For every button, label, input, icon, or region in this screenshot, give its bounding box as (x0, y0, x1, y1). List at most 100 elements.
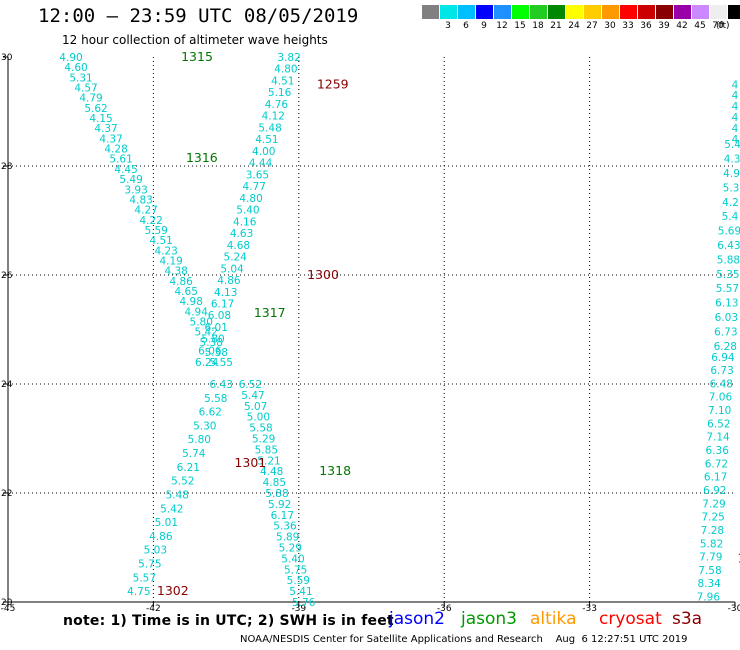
wave-height-value: 4.16 (233, 216, 257, 228)
wave-height-value: 5.01 (155, 517, 178, 529)
wave-height-value: 6.08 (208, 310, 231, 322)
color-swatch (458, 5, 475, 19)
wave-height-value: 5.35 (716, 269, 739, 281)
wave-height-value: 4.63 (230, 228, 253, 240)
wave-height-value: 4.98 (180, 296, 203, 308)
wave-height-value: 3.82 (277, 52, 300, 64)
wave-height-value: 4.80 (274, 64, 297, 76)
color-swatch (476, 5, 493, 19)
pass-time-label: 1259 (317, 76, 349, 91)
wave-height-values: 4.904.605.314.574.795.624.154.374.374.28… (59, 52, 740, 609)
wave-height-value: 5.89 (276, 532, 299, 544)
wave-height-value: 5.4 (724, 139, 740, 151)
x-tick-label: -36 (437, 604, 452, 614)
color-swatch (674, 5, 691, 19)
wave-height-value: 4.57 (74, 83, 97, 95)
wave-height-value: 6.52 (707, 418, 730, 430)
wave-height-value: 5.82 (700, 538, 723, 550)
color-swatch (584, 5, 601, 19)
pass-time-labels: 1315 1316 1317 1318 1259 1300 1301 1302 1 (157, 49, 740, 598)
wave-height-value: 4.23 (154, 245, 177, 257)
plot-grid (8, 57, 735, 602)
wave-height-value: 6.13 (715, 298, 738, 310)
color-swatch-label: 27 (586, 21, 598, 31)
wave-height-value: 4.2 (722, 197, 739, 209)
pass-time-label: 1302 (157, 583, 189, 598)
wave-height-value: 6.17 (271, 510, 294, 522)
wave-height-value: 5.31 (69, 72, 92, 84)
wave-height-value: 4 (732, 134, 739, 146)
x-tick-label: -39 (291, 604, 306, 614)
color-swatch-label: 45 (694, 21, 706, 31)
wave-height-value: 6.01 (205, 322, 228, 334)
legend-s3a: s3a (672, 609, 703, 629)
legend-altika: altika (530, 609, 577, 629)
color-swatch-label: 39 (658, 21, 670, 31)
wave-height-value: 6.94 (711, 352, 735, 364)
wave-height-value: 7.25 (701, 512, 724, 524)
wave-height-value: 5.55 (210, 357, 233, 369)
y-tick-label: 24 (1, 380, 13, 390)
wave-height-value: 5.57 (716, 283, 739, 295)
color-swatch-label: 42 (676, 21, 688, 31)
wave-height-value: 5.59 (144, 225, 167, 237)
wave-height-value: 5.58 (249, 423, 272, 435)
wave-height-value: 5.00 (247, 412, 270, 424)
color-swatch (512, 5, 529, 19)
wave-height-value: 4.75 (127, 586, 150, 598)
wave-height-value: 6.72 (705, 458, 728, 470)
wave-height-value: 7.58 (698, 565, 721, 577)
wave-height-value: 5.38 (205, 347, 228, 359)
pass-time-label: 1316 (186, 150, 218, 165)
wave-height-value: 5.07 (244, 401, 267, 413)
y-tick-label: 28 (1, 162, 13, 172)
wave-height-value: 5.41 (289, 586, 312, 598)
wave-height-value: 4.19 (159, 255, 182, 267)
wave-height-value: 5.49 (119, 174, 142, 186)
wave-height-value: 5.58 (204, 393, 227, 405)
wave-height-value: 5.4 (722, 211, 739, 223)
pass-time-label: 1317 (254, 305, 286, 320)
color-swatch-label: 33 (622, 21, 634, 31)
color-swatch-label: 21 (550, 21, 562, 31)
wave-height-value: 6.24 (195, 357, 219, 369)
wave-height-value: 4.37 (94, 123, 117, 135)
color-scale-unit: (ft) (716, 21, 730, 31)
wave-height-value: 4.90 (59, 52, 82, 64)
wave-height-value: 4.9 (723, 168, 740, 180)
wave-height-value: 4.00 (252, 146, 275, 158)
wave-height-value: 6.73 (714, 326, 737, 338)
wave-height-value: 4.48 (260, 466, 283, 478)
color-swatch (440, 5, 457, 19)
wave-height-value: 6.48 (710, 378, 733, 390)
plot-axes (3, 56, 736, 607)
wave-height-value: 5.47 (241, 390, 264, 402)
color-swatch-label: 12 (496, 21, 508, 31)
wave-height-value: 6.92 (703, 485, 726, 497)
x-tick-label: -33 (582, 604, 597, 614)
chart-subtitle: 12 hour collection of altimeter wave hei… (62, 33, 328, 47)
wave-height-value: 5.16 (268, 87, 292, 99)
wave-height-value: 4.51 (149, 235, 172, 247)
wave-height-value: 5.88 (265, 488, 288, 500)
wave-height-value: 4.15 (89, 113, 112, 125)
color-swatch-label: 6 (463, 21, 469, 31)
wave-height-value: 4.51 (255, 134, 278, 146)
axis-tick-labels: -45 -42 -39 -36 -33 -30 20 22 24 26 28 30 (1, 53, 740, 614)
wave-height-value: 5.38 (200, 337, 223, 349)
wave-height-value: 4.86 (169, 276, 193, 288)
credit-line: NOAA/NESDIS Center for Satellite Applica… (240, 634, 688, 645)
wave-height-value: 4.44 (249, 158, 273, 170)
wave-height-value: 5.62 (84, 103, 107, 115)
color-swatch (620, 5, 637, 19)
wave-height-value: 4.65 (175, 286, 198, 298)
wave-height-value: 6.73 (710, 365, 733, 377)
wave-height-value: 5.85 (255, 444, 278, 456)
wave-height-value: 6.17 (211, 299, 234, 311)
color-swatch-label: 9 (481, 21, 487, 31)
color-swatch (710, 5, 727, 19)
wave-height-value: 4.51 (271, 75, 294, 87)
wave-height-value: 4.86 (149, 531, 173, 543)
wave-height-value: 6.06 (198, 345, 222, 357)
legend-cryosat: cryosat (599, 609, 662, 629)
